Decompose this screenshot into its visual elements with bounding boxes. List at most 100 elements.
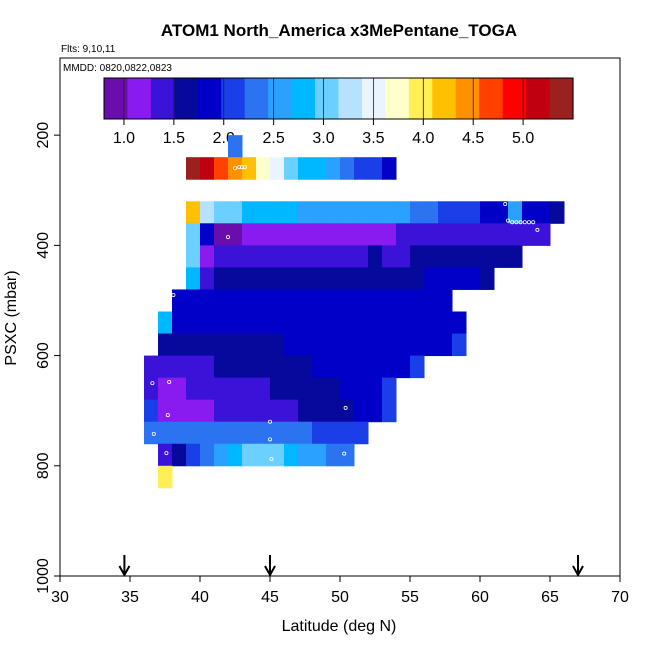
heatmap-cell [298, 421, 313, 445]
heatmap-cell [438, 223, 453, 246]
heatmap-cell [284, 267, 299, 290]
heatmap-cell [186, 267, 201, 290]
heatmap-cell [242, 157, 257, 180]
heatmap-cell [312, 157, 327, 180]
sample-point [225, 235, 230, 240]
heatmap-cell [550, 201, 565, 224]
heatmap-cell [410, 223, 425, 246]
colorbar-swatch [479, 78, 504, 119]
heatmap-cell [172, 443, 187, 467]
heatmap-cell [270, 399, 285, 423]
heatmap-cell [312, 223, 327, 246]
y-axis: 200 400 600 800 1000 [35, 122, 60, 594]
heatmap-cell [410, 267, 425, 290]
heatmap-cell [312, 377, 327, 401]
colorbar-swatch [127, 78, 152, 119]
dates-label: MMDD: 0820,0822,0823 [63, 63, 172, 74]
heatmap-cell [214, 333, 229, 357]
heatmap-cell [382, 311, 397, 335]
heatmap-cell [200, 421, 215, 445]
heatmap-cell [158, 465, 173, 489]
colorbar-swatch [432, 78, 457, 119]
heatmap-cell [340, 399, 355, 423]
flight-marker-arrow [264, 555, 276, 578]
heatmap-cell [298, 223, 313, 246]
heatmap-cell [410, 289, 425, 312]
heatmap-cell [410, 201, 425, 224]
heatmap-cell [466, 245, 481, 268]
heatmap-cell [368, 333, 383, 357]
heatmap-cell [186, 377, 201, 401]
heatmap-cell [214, 245, 229, 268]
heatmap-cell [340, 289, 355, 312]
heatmap-cell [424, 333, 439, 357]
heatmap-cell [424, 267, 439, 290]
heatmap-cell [326, 201, 341, 224]
heatmap-cell [284, 201, 299, 224]
heatmap-cell [256, 377, 271, 401]
heatmap-cell [396, 201, 411, 224]
y-tick-label: 1000 [35, 558, 52, 594]
sample-point [527, 220, 532, 225]
heatmap-cell [158, 421, 173, 445]
heatmap-cell [256, 333, 271, 357]
heatmap-cell [466, 223, 481, 246]
heatmap-cell [214, 267, 229, 290]
heatmap-cell [298, 289, 313, 312]
heatmap-cell [340, 223, 355, 246]
x-tick-label: 50 [331, 589, 349, 606]
heatmap-cell [228, 333, 243, 357]
heatmap-cell [242, 267, 257, 290]
heatmap-cell [284, 399, 299, 423]
y-tick-label: 400 [35, 232, 52, 259]
heatmap-cell [284, 377, 299, 401]
heatmap-cell [242, 311, 257, 335]
colorbar: 1.0 1.5 2.0 2.5 3.0 3.5 4.0 4.5 5.0 [103, 77, 574, 147]
heatmap-cell [256, 157, 271, 180]
heatmap-cell [284, 311, 299, 335]
heatmap-cell [186, 157, 201, 180]
heatmap-cell [424, 201, 439, 224]
heatmap-cell [256, 245, 271, 268]
y-axis-label: PSXC (mbar) [3, 270, 20, 365]
colorbar-swatch [291, 78, 316, 119]
sample-point [503, 202, 508, 207]
heatmap-cell [340, 443, 355, 467]
heatmap-cell [200, 201, 215, 224]
sample-point [267, 419, 272, 424]
heatmap-cell [172, 421, 187, 445]
heatmap-cell [326, 311, 341, 335]
heatmap-cell [228, 421, 243, 445]
heatmap-cell [480, 223, 495, 246]
heatmap-cell [298, 245, 313, 268]
heatmap-cell [312, 289, 327, 312]
colorbar-swatch [361, 78, 386, 119]
heatmap-cell [396, 355, 411, 379]
heatmap-cell [242, 443, 257, 467]
heatmap-cell [466, 267, 481, 290]
heatmap-cell [256, 201, 271, 224]
heatmap-cell [494, 245, 509, 268]
heatmap-cell [214, 377, 229, 401]
heatmap-cell [312, 201, 327, 224]
heatmap-cell [186, 201, 201, 224]
heatmap-cell [312, 333, 327, 357]
colorbar-tick-label: 1.5 [163, 130, 185, 147]
heatmap-cell [186, 421, 201, 445]
heatmap-cell [270, 421, 285, 445]
heatmap-cell [354, 399, 369, 423]
heatmap-cell [256, 355, 271, 379]
heatmap-cell [200, 245, 215, 268]
heatmap-cell [452, 267, 467, 290]
heatmap-cell [508, 223, 523, 246]
heatmap-cell [256, 267, 271, 290]
x-tick-label: 40 [191, 589, 209, 606]
heatmap-cell [284, 421, 299, 445]
heatmap-cell [354, 421, 369, 445]
colorbar-swatch [408, 78, 433, 119]
colorbar-tick-label: 1.0 [113, 130, 135, 147]
colorbar-swatch [455, 78, 480, 119]
heatmap-cell [256, 289, 271, 312]
heatmap-cell [270, 311, 285, 335]
